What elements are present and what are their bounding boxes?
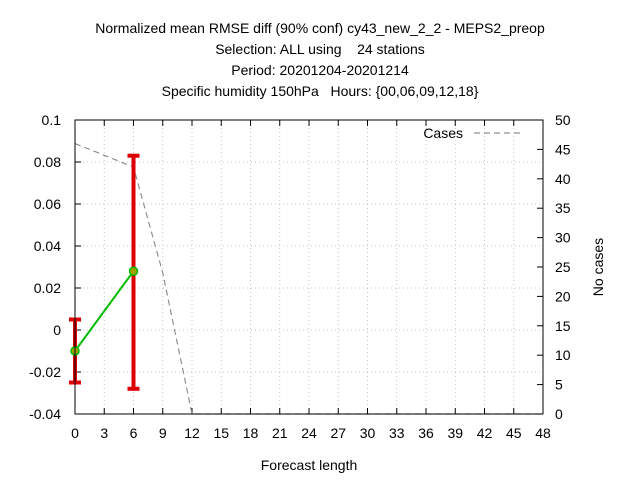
ticks: 0 3 6 9 12 15 18 21 24 27 30 33 36 39 42 45 48-0.04-0.02…: [29, 112, 571, 441]
x-tick-label: 48: [535, 425, 551, 441]
y-tick-label: 0.04: [34, 238, 61, 254]
y-tick-label: 0.02: [34, 280, 61, 296]
x-tick-label: 18: [243, 425, 259, 441]
x-tick-label: 27: [330, 425, 346, 441]
x-tick-label: 39: [447, 425, 463, 441]
x-tick-label: 33: [389, 425, 405, 441]
x-tick-label: 24: [301, 425, 317, 441]
x-tick-label: 12: [184, 425, 200, 441]
x-axis-label: Forecast length: [261, 457, 358, 473]
y-tick-label: 0.06: [34, 196, 61, 212]
rmse-line: [74, 270, 135, 352]
x-tick-label: 30: [360, 425, 376, 441]
legend: Cases: [423, 125, 522, 141]
title-line-3: Period: 20201204-20201214: [231, 62, 409, 78]
plot-frame: [74, 119, 544, 415]
title-line-1: Normalized mean RMSE diff (90% conf) cy4…: [95, 20, 545, 36]
y2-tick-label: 10: [555, 347, 571, 363]
y2-tick-label: 20: [555, 288, 571, 304]
x-tick-label: 9: [159, 425, 167, 441]
title-line-4: Specific humidity 150hPa Hours: {00,06,0…: [161, 83, 479, 99]
x-tick-label: 36: [418, 425, 434, 441]
y-tick-label: 0.1: [42, 112, 62, 128]
x-tick-label: 6: [130, 425, 138, 441]
y2-tick-label: 0: [555, 406, 563, 422]
y2-tick-label: 30: [555, 230, 571, 246]
x-tick-label: 42: [477, 425, 493, 441]
y2-tick-label: 25: [555, 259, 571, 275]
x-tick-label: 3: [100, 425, 108, 441]
y2-tick-label: 40: [555, 171, 571, 187]
x-tick-label: 15: [213, 425, 229, 441]
y-tick-label: 0: [53, 322, 61, 338]
chart-title: Normalized mean RMSE diff (90% conf) cy4…: [0, 18, 640, 102]
y2-tick-label: 50: [555, 112, 571, 128]
x-tick-label: 0: [71, 425, 79, 441]
title-line-2: Selection: ALL using 24 stations: [215, 41, 425, 57]
y2-axis-label: No cases: [590, 238, 606, 296]
y2-tick-label: 35: [555, 200, 571, 216]
y-tick-label: -0.02: [29, 364, 61, 380]
x-tick-label: 21: [272, 425, 288, 441]
legend-label-cases: Cases: [423, 125, 463, 141]
y2-tick-label: 5: [555, 377, 563, 393]
y-tick-label: -0.04: [29, 406, 61, 422]
y2-tick-label: 15: [555, 318, 571, 334]
rmse-point: [128, 266, 139, 276]
y2-tick-label: 45: [555, 141, 571, 157]
x-tick-label: 45: [506, 425, 522, 441]
y-tick-label: 0.08: [34, 154, 61, 170]
grid: [75, 120, 543, 414]
